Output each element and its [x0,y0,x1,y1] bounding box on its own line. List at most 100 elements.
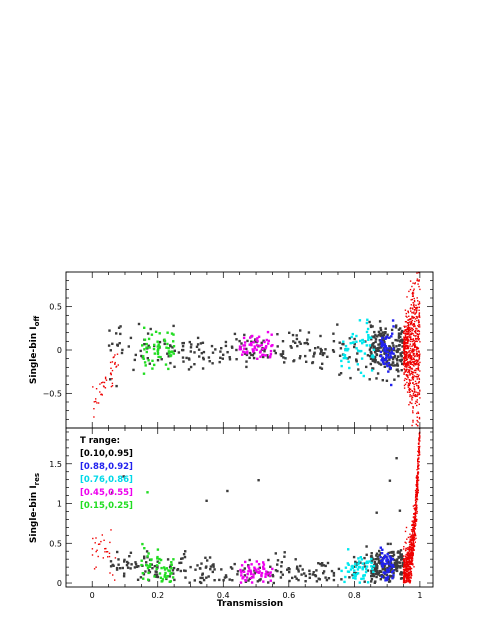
scatter-point [261,353,264,357]
scatter-point [412,547,415,550]
scatter-point [409,533,411,535]
scatter-point [361,566,365,569]
scatter-point [416,495,418,498]
scatter-point [418,271,420,274]
scatter-point [184,550,187,553]
scatter-point [111,378,113,380]
scatter-point [256,580,259,583]
scatter-point [336,323,339,326]
scatter-point [406,569,408,571]
scatter-point [382,574,385,577]
scatter-point [149,327,152,331]
scatter-point [414,402,417,405]
scatter-point [377,330,381,334]
scatter-point [373,330,376,334]
scatter-point [411,350,414,352]
scatter-point [389,556,393,559]
scatter-point [236,570,240,573]
scatter-point [99,391,101,393]
scatter-point [156,359,160,362]
scatter-point [348,366,351,370]
scatter-point [211,351,215,354]
scatter-point [172,333,175,336]
scatter-point [145,550,149,553]
scatter-point [93,401,95,403]
scatter-point [262,565,265,569]
scatter-point [97,402,100,404]
scatter-point [369,324,373,327]
scatter-point [148,346,151,349]
scatter-point [408,384,411,387]
scatter-point [159,576,163,579]
scatter-point [139,349,142,353]
scatter-point [416,419,418,422]
scatter-point [160,566,163,570]
scatter-point [408,371,410,373]
scatter-point [315,569,318,572]
scatter-point [411,397,413,399]
scatter-point [372,570,375,573]
scatter-point [406,578,408,580]
scatter-point [245,576,249,579]
scatter-point [418,450,420,452]
scatter-point [418,279,420,281]
scatter-point [160,358,163,361]
scatter-point [381,379,384,382]
scatter-point [378,569,381,573]
scatter-point [402,568,405,571]
scatter-point [352,341,355,344]
scatter-point [374,355,377,359]
scatter-point [156,560,159,563]
scatter-point [407,326,409,328]
scatter-point [409,540,411,543]
scatter-point [412,323,415,325]
scatter-point [411,574,413,577]
scatter-point [298,357,301,360]
scatter-point [413,516,415,518]
scatter-point [281,573,284,576]
scatter-point [412,364,415,366]
scatter-point [415,311,418,313]
scatter-point [397,328,401,331]
scatter-point [391,571,394,574]
scatter-point [408,323,410,326]
scatter-point [399,332,403,335]
scatter-point [355,358,358,361]
scatter-point [170,563,173,566]
scatter-point [362,340,366,344]
scatter-point [412,375,414,378]
scatter-point [416,308,418,310]
scatter-point [379,578,382,581]
scatter-point [409,401,411,403]
scatter-point [390,575,393,578]
scatter-point [95,388,98,390]
scatter-point [170,332,174,335]
scatter-point [413,349,415,352]
scatter-point [269,349,273,353]
scatter-point [416,368,418,370]
scatter-point [370,561,373,565]
scatter-point [406,362,408,364]
scatter-point [412,534,414,537]
scatter-point [411,402,413,405]
scatter-point [379,363,383,366]
scatter-point [409,557,411,560]
scatter-point [126,566,130,569]
scatter-point [416,494,418,496]
scatter-point [418,433,420,435]
scatter-point [419,341,421,343]
scatter-point [288,579,291,583]
scatter-point [416,360,418,362]
scatter-point [409,347,412,350]
scatter-point [371,358,375,361]
scatter-point [167,569,170,572]
scatter-point [207,575,210,578]
scatter-point [409,361,412,364]
scatter-point [416,416,418,418]
scatter-point [264,354,267,357]
scatter-point [137,565,140,568]
scatter-point [411,372,413,374]
scatter-point [407,361,409,363]
scatter-point [209,568,212,571]
scatter-point [407,551,409,553]
